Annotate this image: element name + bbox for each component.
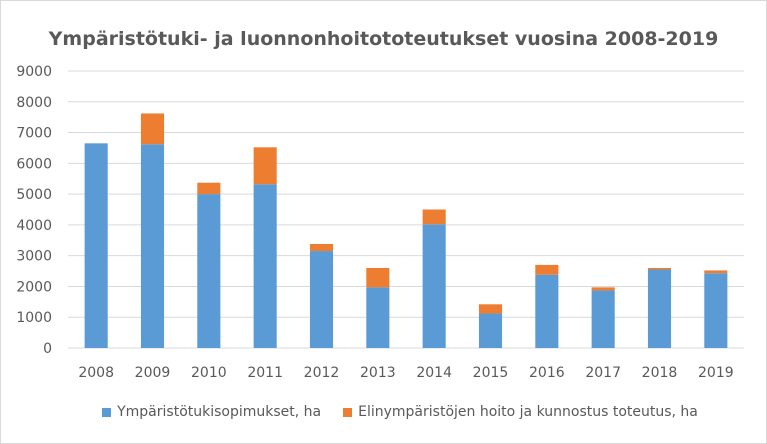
x-tick-label: 2010 bbox=[191, 365, 227, 381]
bar-2019-series-0 bbox=[704, 273, 728, 348]
bar-2011-series-1 bbox=[253, 147, 277, 185]
bar-2009-series-1 bbox=[140, 113, 165, 145]
x-tick-label: 2017 bbox=[585, 365, 621, 381]
bar-2016-series-0 bbox=[535, 274, 559, 348]
legend-swatch-0 bbox=[102, 407, 112, 417]
bar-2019-series-1 bbox=[704, 270, 728, 274]
bar-2008-series-0 bbox=[84, 143, 108, 348]
x-tick-label: 2014 bbox=[416, 365, 452, 381]
bar-2018-series-1 bbox=[647, 267, 672, 270]
y-tick-label: 0 bbox=[43, 341, 52, 357]
bar-2013-series-0 bbox=[366, 287, 390, 348]
y-axis-ticks: 0 1000 2000 3000 4000 5000 6000 7000 8000 9000 bbox=[16, 64, 52, 357]
bar-2015-series-0 bbox=[478, 313, 503, 348]
legend-item-1: Elinympäristöjen hoito ja kunnostus tote… bbox=[343, 404, 698, 420]
legend: Ympäristötukisopimukset, ha Elinympärist… bbox=[60, 404, 740, 420]
bar-2009-series-0 bbox=[140, 144, 165, 348]
bar-2012-series-0 bbox=[309, 251, 334, 348]
bar-2018-series-0 bbox=[647, 269, 672, 348]
x-tick-label: 2016 bbox=[529, 365, 565, 381]
legend-swatch-1 bbox=[343, 407, 353, 417]
y-tick-label: 2000 bbox=[16, 279, 52, 295]
x-tick-label: 2013 bbox=[360, 365, 396, 381]
x-tick-label: 2018 bbox=[642, 365, 678, 381]
y-tick-label: 8000 bbox=[16, 95, 52, 111]
bar-2015-series-1 bbox=[478, 304, 503, 314]
x-tick-label: 2012 bbox=[304, 365, 340, 381]
bar-2013-series-1 bbox=[366, 267, 390, 288]
bars bbox=[84, 113, 728, 348]
x-tick-label: 2019 bbox=[698, 365, 734, 381]
bar-2014-series-0 bbox=[422, 224, 446, 348]
legend-item-0: Ympäristötukisopimukset, ha bbox=[102, 404, 321, 420]
y-tick-label: 3000 bbox=[16, 249, 52, 265]
bar-2010-series-0 bbox=[197, 194, 221, 348]
bar-2012-series-1 bbox=[309, 243, 334, 252]
x-tick-label: 2009 bbox=[135, 365, 171, 381]
x-tick-label: 2008 bbox=[78, 365, 114, 381]
y-tick-label: 6000 bbox=[16, 156, 52, 172]
x-tick-label: 2011 bbox=[247, 365, 283, 381]
chart-title: Ympäristötuki- ja luonnonhoitototeutukse… bbox=[48, 28, 719, 50]
bar-2010-series-1 bbox=[197, 182, 221, 195]
y-tick-label: 5000 bbox=[16, 187, 52, 203]
bar-2014-series-1 bbox=[422, 209, 446, 225]
y-tick-label: 1000 bbox=[16, 310, 52, 326]
legend-label-0: Ympäristötukisopimukset, ha bbox=[117, 404, 322, 420]
y-tick-label: 7000 bbox=[16, 126, 52, 142]
x-axis-ticks: 2008 2009 2010 2011 2012 2013 2014 2015 2016 2017… bbox=[78, 365, 733, 381]
y-tick-label: 9000 bbox=[16, 64, 52, 80]
bar-2016-series-1 bbox=[535, 264, 559, 275]
x-tick-label: 2015 bbox=[473, 365, 509, 381]
bar-2017-series-0 bbox=[591, 290, 615, 348]
bar-2011-series-0 bbox=[253, 184, 277, 348]
y-tick-label: 4000 bbox=[16, 218, 52, 234]
bar-2017-series-1 bbox=[591, 287, 615, 291]
legend-label-1: Elinympäristöjen hoito ja kunnostus tote… bbox=[358, 404, 698, 420]
gridlines bbox=[68, 70, 744, 349]
